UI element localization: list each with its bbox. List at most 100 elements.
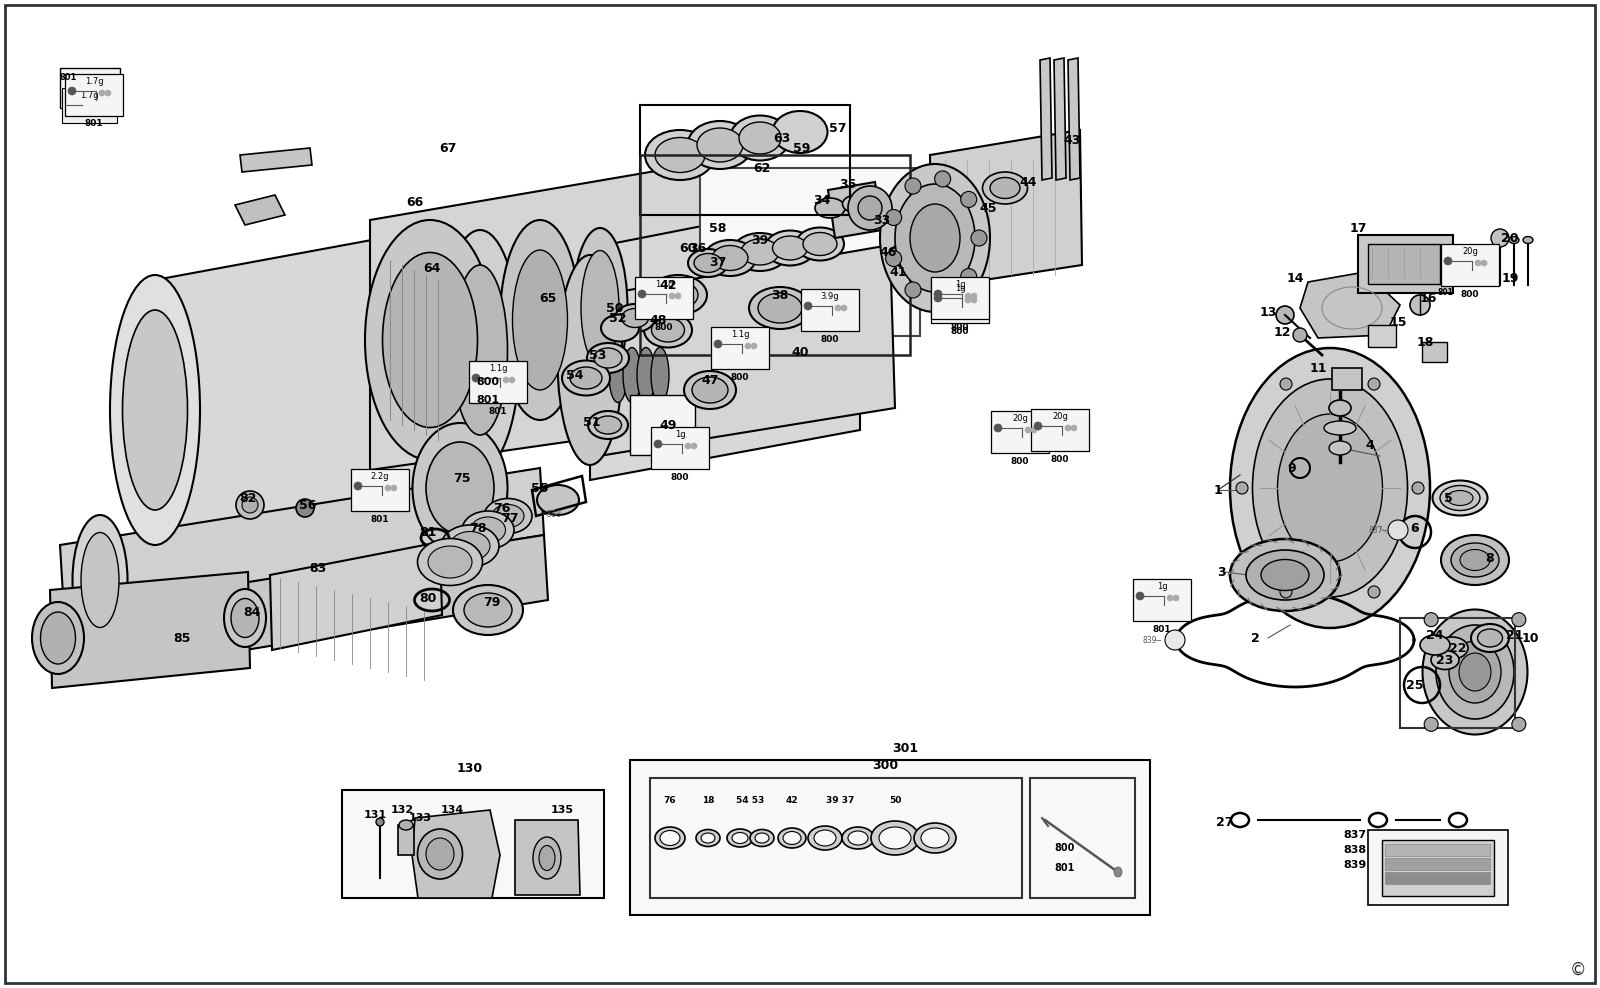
Circle shape (237, 491, 264, 519)
Ellipse shape (1459, 653, 1491, 691)
Polygon shape (1299, 272, 1400, 338)
Text: 134: 134 (440, 805, 464, 815)
Text: 44: 44 (1019, 176, 1037, 189)
Polygon shape (829, 182, 882, 238)
Text: 800: 800 (950, 326, 970, 336)
Ellipse shape (1246, 550, 1325, 600)
Ellipse shape (803, 232, 837, 256)
Circle shape (1491, 229, 1509, 247)
Text: 64: 64 (424, 262, 440, 275)
Circle shape (675, 293, 682, 299)
Bar (650, 778, 1022, 898)
Bar (640, 105, 850, 215)
Ellipse shape (870, 821, 918, 855)
Ellipse shape (398, 820, 413, 830)
Circle shape (1165, 630, 1186, 650)
Ellipse shape (685, 371, 736, 409)
Ellipse shape (658, 281, 698, 309)
Ellipse shape (878, 827, 910, 849)
Bar (710, 327, 770, 369)
Ellipse shape (110, 275, 200, 545)
Circle shape (1026, 427, 1030, 433)
Circle shape (390, 485, 397, 491)
Ellipse shape (1114, 867, 1122, 877)
Text: 41: 41 (890, 266, 907, 279)
Ellipse shape (778, 828, 806, 848)
Ellipse shape (440, 230, 520, 470)
Ellipse shape (442, 525, 499, 567)
Polygon shape (370, 160, 720, 470)
Text: 4: 4 (1366, 439, 1374, 452)
Text: 33: 33 (874, 213, 891, 226)
Ellipse shape (650, 275, 707, 315)
Ellipse shape (704, 240, 757, 276)
Ellipse shape (426, 442, 494, 534)
Ellipse shape (1459, 549, 1490, 570)
Bar (630, 760, 1150, 915)
Ellipse shape (645, 130, 715, 180)
Ellipse shape (842, 827, 874, 849)
Ellipse shape (750, 830, 774, 847)
Bar (1368, 325, 1395, 347)
Text: 20g: 20g (1462, 246, 1478, 256)
Text: 1.1g: 1.1g (488, 364, 507, 372)
Ellipse shape (453, 585, 523, 635)
Circle shape (1410, 295, 1430, 315)
Ellipse shape (562, 361, 610, 395)
Bar (1331, 368, 1362, 390)
Ellipse shape (726, 829, 754, 847)
Circle shape (1368, 586, 1379, 598)
Circle shape (1293, 328, 1307, 342)
Text: 24: 24 (1426, 628, 1443, 641)
Ellipse shape (1494, 236, 1506, 243)
Text: 80: 80 (419, 592, 437, 605)
Ellipse shape (1430, 650, 1459, 670)
Circle shape (960, 192, 976, 207)
Circle shape (965, 293, 971, 299)
Circle shape (1034, 422, 1042, 430)
Text: 801: 801 (477, 395, 499, 405)
Text: 65: 65 (539, 291, 557, 304)
Ellipse shape (1230, 348, 1430, 628)
Text: 39: 39 (752, 233, 768, 246)
Ellipse shape (595, 416, 621, 434)
Text: 20: 20 (1501, 231, 1518, 244)
Circle shape (934, 171, 950, 187)
Text: 67: 67 (440, 141, 456, 154)
Polygon shape (590, 195, 861, 480)
Circle shape (472, 374, 480, 382)
Circle shape (1030, 427, 1037, 433)
Polygon shape (270, 542, 442, 650)
Ellipse shape (413, 423, 507, 553)
Text: 3.9g: 3.9g (821, 291, 840, 300)
Ellipse shape (614, 304, 654, 332)
Ellipse shape (1509, 236, 1518, 243)
Text: 2: 2 (1251, 631, 1259, 644)
Bar (66, 74, 123, 116)
Bar (1358, 235, 1453, 293)
Ellipse shape (733, 833, 749, 844)
Circle shape (848, 186, 893, 230)
Circle shape (669, 293, 675, 299)
Ellipse shape (533, 837, 562, 879)
Text: 800: 800 (654, 322, 674, 332)
Circle shape (1070, 425, 1077, 431)
Bar (398, 825, 414, 855)
Circle shape (1136, 592, 1144, 600)
Text: 60: 60 (680, 241, 696, 255)
Circle shape (1280, 586, 1293, 598)
Text: 23: 23 (1437, 653, 1454, 667)
Circle shape (654, 440, 662, 448)
Ellipse shape (688, 249, 728, 277)
Circle shape (1368, 378, 1379, 390)
Ellipse shape (464, 593, 512, 627)
Circle shape (971, 297, 978, 303)
Ellipse shape (654, 827, 685, 849)
Text: 801: 801 (371, 515, 389, 524)
Bar (802, 289, 859, 331)
Bar (1400, 618, 1515, 728)
Ellipse shape (773, 111, 827, 153)
Text: 2.2g: 2.2g (371, 471, 389, 480)
Circle shape (971, 230, 987, 246)
Circle shape (1512, 717, 1526, 731)
